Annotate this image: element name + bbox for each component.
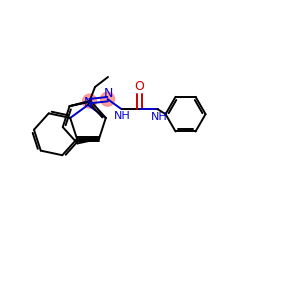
Circle shape — [82, 94, 97, 108]
Text: NH: NH — [151, 112, 168, 122]
Text: O: O — [135, 80, 145, 93]
Text: N: N — [104, 87, 113, 100]
Text: N: N — [83, 97, 93, 110]
Text: NH: NH — [114, 111, 131, 121]
Circle shape — [100, 92, 115, 106]
